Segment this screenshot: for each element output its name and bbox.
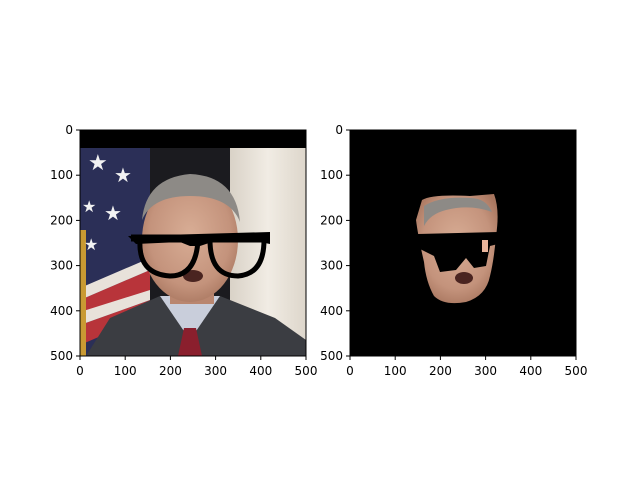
left-y-tick-label: 100	[50, 168, 73, 182]
right-y-tick-label: 500	[320, 349, 343, 363]
left-x-tick-label: 400	[249, 364, 272, 378]
left-y-tick-label: 500	[50, 349, 73, 363]
face-fragment	[482, 240, 488, 252]
glasses-mask-hole	[418, 232, 498, 272]
right-x-tick-label: 400	[519, 364, 542, 378]
star-icon: ★	[88, 151, 108, 176]
left-y-tick-label: 200	[50, 213, 73, 227]
left-x-tick-label: 100	[114, 364, 137, 378]
right-y-tick-label: 100	[320, 168, 343, 182]
left-x-tick-label: 300	[204, 364, 227, 378]
star-icon: ★	[84, 235, 98, 254]
left-y-tick-label: 400	[50, 304, 73, 318]
left-x-tick-label: 0	[76, 364, 84, 378]
mouth	[183, 270, 203, 282]
left-x-tick-label: 200	[159, 364, 182, 378]
right-y-tick-label: 300	[320, 259, 343, 273]
right-image-panel	[350, 130, 576, 356]
right-x-tick-label: 500	[565, 364, 588, 378]
right-x-tick-label: 100	[384, 364, 407, 378]
star-icon: ★	[114, 163, 132, 187]
left-y-tick-label: 0	[65, 123, 73, 137]
right-y-tick-label: 400	[320, 304, 343, 318]
top-black-band	[80, 130, 306, 148]
left-axes-frame	[79, 129, 307, 357]
right-x-tick-label: 0	[346, 364, 354, 378]
segmented-hair	[424, 197, 492, 226]
star-icon: ★	[82, 197, 96, 216]
left-image-panel: ★ ★ ★ ★ ★	[80, 130, 306, 356]
left-x-tick-label: 500	[295, 364, 318, 378]
star-icon: ★	[104, 201, 122, 225]
right-axes-frame	[349, 129, 577, 357]
right-x-tick-label: 200	[429, 364, 452, 378]
segmented-mouth	[455, 272, 473, 284]
right-x-tick-label: 300	[474, 364, 497, 378]
right-y-tick-label: 0	[335, 123, 343, 137]
hair	[142, 174, 240, 222]
tie	[178, 328, 202, 356]
shirt	[160, 296, 220, 340]
left-y-tick-label: 300	[50, 259, 73, 273]
right-y-tick-label: 200	[320, 213, 343, 227]
